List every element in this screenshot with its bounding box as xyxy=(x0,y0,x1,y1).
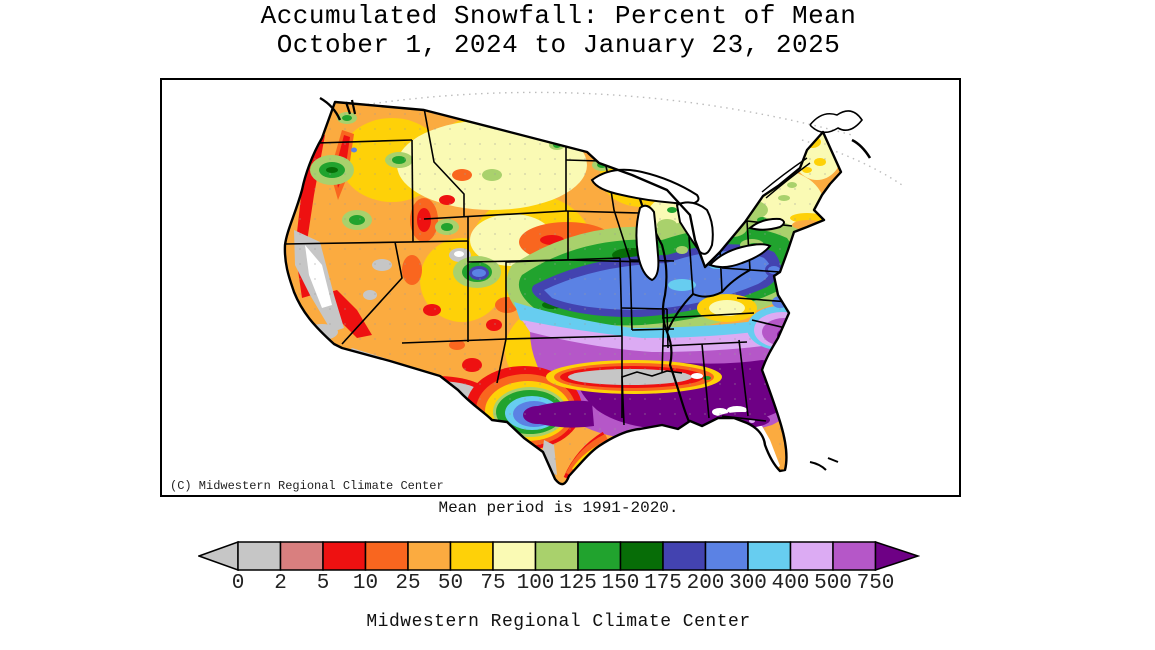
tick-label-125: 125 xyxy=(559,572,597,595)
tick-label-10: 10 xyxy=(352,572,379,595)
tick-label-750: 750 xyxy=(856,572,895,595)
page-title: Accumulated Snowfall: Percent of Mean xyxy=(260,1,857,31)
colorbar-tick-labels: 0 2 5 10 25 50 75 100 125 150 175 200 300 400 500 750 xyxy=(198,572,920,595)
tick-label-0: 0 xyxy=(231,572,245,595)
tick-label-2: 2 xyxy=(274,572,287,595)
title-block: Accumulated Snowfall: Percent of Mean Oc… xyxy=(160,1,957,61)
color-scale-legend: 0 2 5 10 25 50 75 100 125 150 175 200 300 400 500 750 xyxy=(196,540,921,595)
page-subtitle-dates: October 1, 2024 to January 23, 2025 xyxy=(276,30,841,61)
map-copyright: (C) Midwestern Regional Climate Center xyxy=(170,479,444,493)
state-borders xyxy=(284,107,795,426)
tick-label-50: 50 xyxy=(437,572,464,595)
tick-label-5: 5 xyxy=(316,572,330,595)
great-lakes xyxy=(590,168,785,282)
footer-credit: Midwestern Regional Climate Center xyxy=(366,612,751,632)
tick-label-150: 150 xyxy=(601,572,640,595)
us-outline xyxy=(283,100,843,486)
map-frame: (C) Midwestern Regional Climate Center xyxy=(160,78,961,497)
tick-label-500: 500 xyxy=(814,572,852,595)
tick-label-100: 100 xyxy=(516,572,555,595)
canada-coast-squiggles xyxy=(319,96,872,471)
contour-fill xyxy=(284,102,841,485)
tick-label-400: 400 xyxy=(771,572,810,595)
tick-label-200: 200 xyxy=(686,572,725,595)
mean-period-note: Mean period is 1991-2020. xyxy=(438,499,679,517)
tick-label-300: 300 xyxy=(729,572,767,595)
colorbar xyxy=(196,540,921,572)
us-snowfall-map xyxy=(283,91,903,486)
tick-label-25: 25 xyxy=(395,572,421,595)
tick-label-175: 175 xyxy=(644,572,682,595)
tick-label-75: 75 xyxy=(480,572,506,595)
